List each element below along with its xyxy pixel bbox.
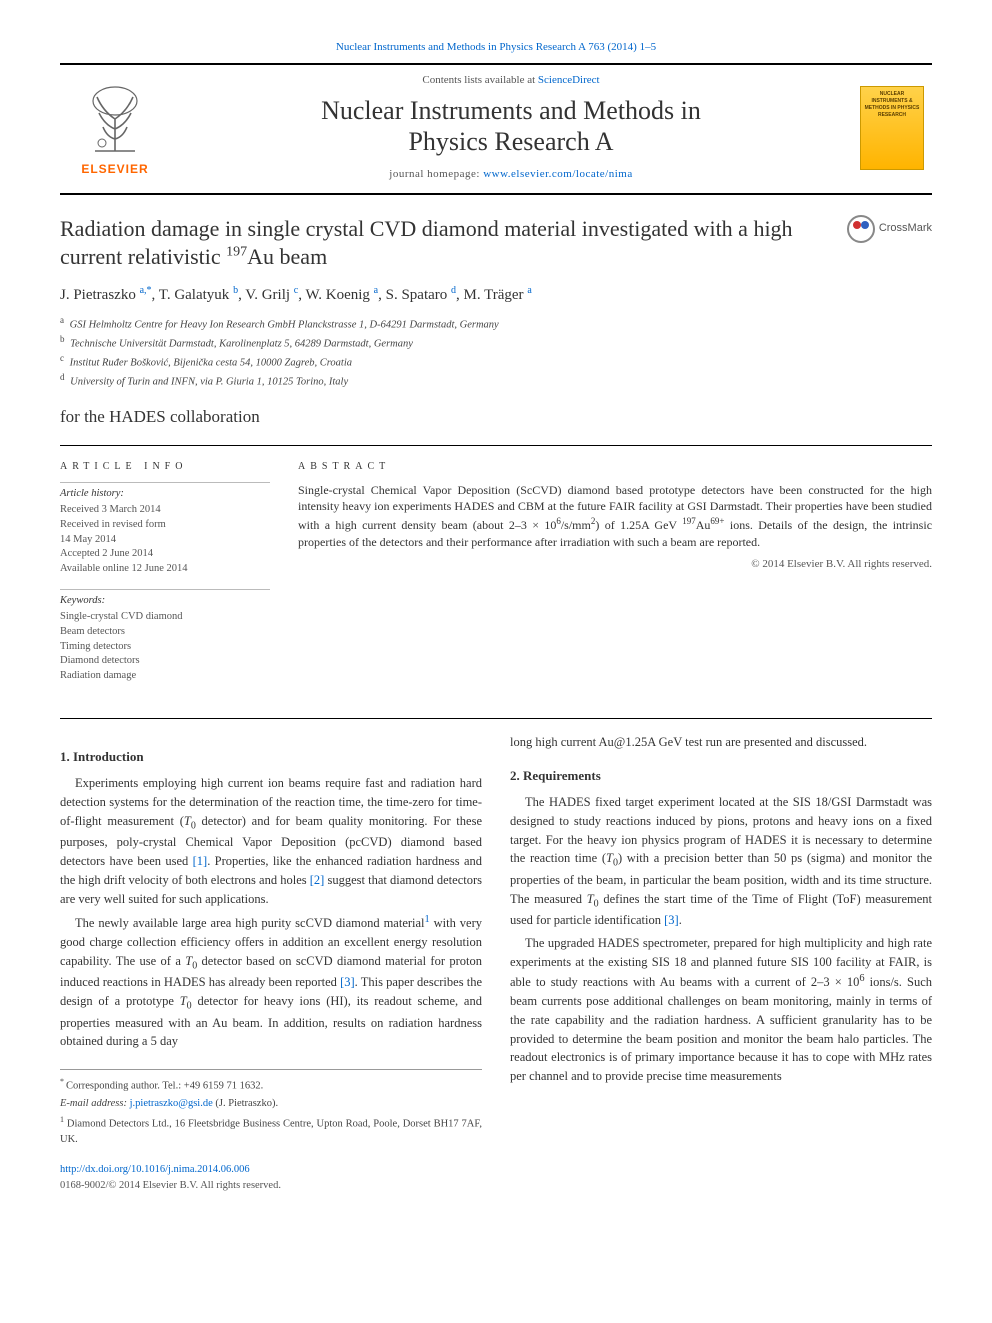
cover-thumb-block: NUCLEAR INSTRUMENTS & METHODS IN PHYSICS…: [852, 86, 932, 170]
crossmark-icon: [847, 215, 875, 243]
abstract-text: Single-crystal Chemical Vapor Deposition…: [298, 482, 932, 551]
citation-link[interactable]: [3]: [340, 975, 355, 989]
keyword: Timing detectors: [60, 640, 270, 655]
paragraph: Experiments employing high current ion b…: [60, 774, 482, 908]
affiliation-ref[interactable]: a,: [140, 285, 147, 296]
affiliation: c Institut Ruđer Bošković, Bijenička ces…: [60, 352, 932, 371]
history-heading: Article history:: [60, 487, 270, 502]
contents-prefix: Contents lists available at: [422, 74, 537, 86]
section-heading: 1. Introduction: [60, 747, 482, 767]
publisher-name: ELSEVIER: [81, 161, 148, 178]
affiliation: d University of Turin and INFN, via P. G…: [60, 371, 932, 390]
author: V. Grilj c: [245, 287, 298, 303]
citation-link[interactable]: [3]: [664, 913, 679, 927]
elsevier-tree-icon: [75, 79, 155, 159]
email-note: E-mail address: j.pietraszko@gsi.de (J. …: [60, 1096, 482, 1112]
article-info-heading: ARTICLE INFO: [60, 460, 270, 474]
history-line: Received 3 March 2014: [60, 503, 270, 518]
paragraph: long high current Au@1.25A GeV test run …: [510, 733, 932, 752]
history-line: Received in revised form: [60, 518, 270, 533]
history-line: Accepted 2 June 2014: [60, 547, 270, 562]
article-title: Radiation damage in single crystal CVD d…: [60, 215, 831, 272]
citation-link[interactable]: Nuclear Instruments and Methods in Physi…: [336, 41, 656, 53]
abstract: ABSTRACT Single-crystal Chemical Vapor D…: [298, 460, 932, 696]
history-line: Available online 12 June 2014: [60, 562, 270, 577]
author: T. Galatyuk b: [159, 287, 238, 303]
sciencedirect-link[interactable]: ScienceDirect: [538, 74, 600, 86]
masthead: ELSEVIER Contents lists available at Sci…: [60, 63, 932, 194]
body-columns: 1. Introduction Experiments employing hi…: [60, 733, 932, 1194]
author-list: J. Pietraszko a,*, T. Galatyuk b, V. Gri…: [60, 284, 932, 306]
author: W. Koenig a: [305, 287, 378, 303]
email-link[interactable]: j.pietraszko@gsi.de: [130, 1098, 213, 1109]
crossmark-badge[interactable]: CrossMark: [847, 215, 932, 243]
corresponding-ref[interactable]: *: [147, 285, 152, 296]
crossmark-label: CrossMark: [879, 221, 932, 236]
keyword: Diamond detectors: [60, 654, 270, 669]
collaboration-line: for the HADES collaboration: [60, 405, 932, 429]
paragraph: The upgraded HADES spectrometer, prepare…: [510, 934, 932, 1086]
affiliation: b Technische Universität Darmstadt, Karo…: [60, 333, 932, 352]
author: J. Pietraszko a,*: [60, 287, 152, 303]
keyword: Single-crystal CVD diamond: [60, 610, 270, 625]
homepage-link[interactable]: www.elsevier.com/locate/nima: [483, 168, 633, 180]
journal-title: Nuclear Instruments and Methods in Physi…: [182, 95, 840, 157]
keyword: Beam detectors: [60, 625, 270, 640]
paragraph: The HADES fixed target experiment locate…: [510, 793, 932, 930]
affiliation-list: a GSI Helmholtz Centre for Heavy Ion Res…: [60, 314, 932, 391]
affiliation-ref[interactable]: a: [374, 285, 378, 296]
rule: [60, 445, 932, 446]
rule: [60, 718, 932, 719]
abstract-copyright: © 2014 Elsevier B.V. All rights reserved…: [298, 557, 932, 572]
homepage-prefix: journal homepage:: [389, 168, 483, 180]
author: M. Träger a: [464, 287, 532, 303]
citation-link[interactable]: [2]: [310, 873, 325, 887]
footnote-1: 1 Diamond Detectors Ltd., 16 Fleetsbridg…: [60, 1114, 482, 1148]
issn-copyright: 0168-9002/© 2014 Elsevier B.V. All right…: [60, 1180, 281, 1191]
paragraph: The newly available large area high puri…: [60, 912, 482, 1051]
corresponding-author-note: * Corresponding author. Tel.: +49 6159 7…: [60, 1076, 482, 1094]
keywords-heading: Keywords:: [60, 594, 270, 609]
author: S. Spataro d: [386, 287, 456, 303]
affiliation-ref[interactable]: c: [294, 285, 298, 296]
journal-cover-thumb: NUCLEAR INSTRUMENTS & METHODS IN PHYSICS…: [860, 86, 924, 170]
section-heading: 2. Requirements: [510, 766, 932, 786]
top-citation-link: Nuclear Instruments and Methods in Physi…: [60, 40, 932, 55]
masthead-center: Contents lists available at ScienceDirec…: [182, 73, 840, 182]
citation-link[interactable]: [1]: [193, 854, 208, 868]
abstract-heading: ABSTRACT: [298, 460, 932, 474]
affiliation: a GSI Helmholtz Centre for Heavy Ion Res…: [60, 314, 932, 333]
article-info: ARTICLE INFO Article history: Received 3…: [60, 460, 270, 696]
footnotes: * Corresponding author. Tel.: +49 6159 7…: [60, 1069, 482, 1148]
history-line: 14 May 2014: [60, 533, 270, 548]
affiliation-ref[interactable]: a: [527, 285, 531, 296]
keyword: Radiation damage: [60, 669, 270, 684]
publisher-logo-block: ELSEVIER: [60, 79, 170, 178]
doi-link[interactable]: http://dx.doi.org/10.1016/j.nima.2014.06…: [60, 1164, 250, 1175]
affiliation-ref[interactable]: b: [233, 285, 238, 296]
doi-block: http://dx.doi.org/10.1016/j.nima.2014.06…: [60, 1162, 482, 1194]
affiliation-ref[interactable]: d: [451, 285, 456, 296]
